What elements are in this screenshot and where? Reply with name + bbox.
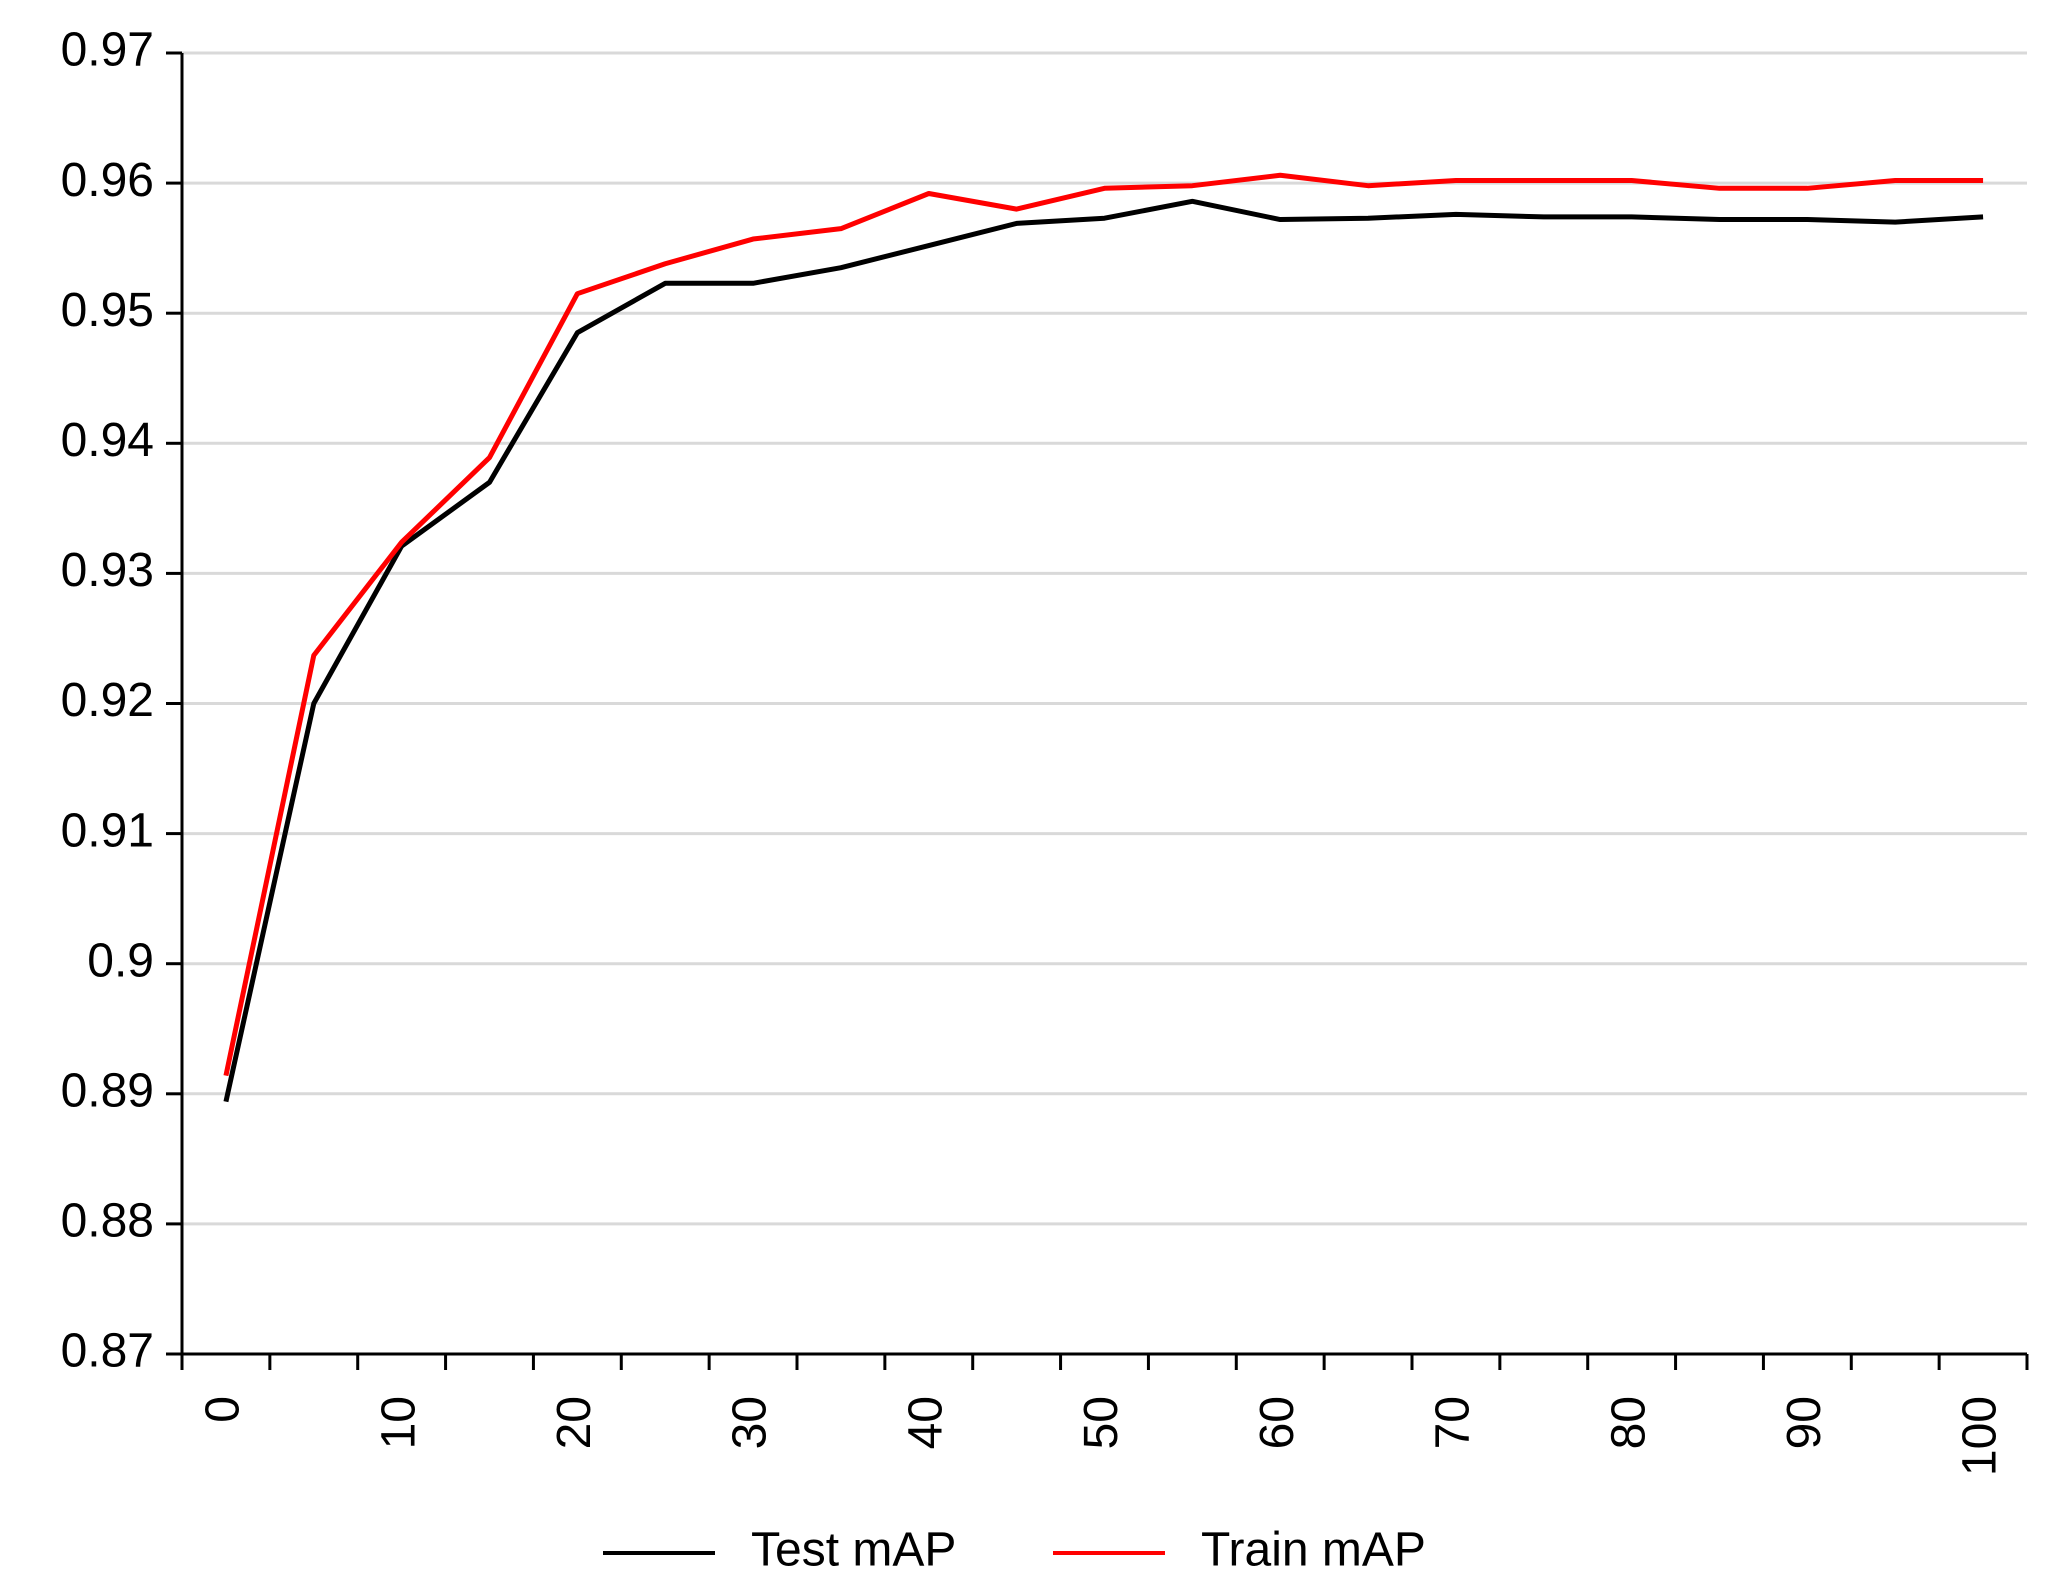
y-tick-label: 0.94: [61, 414, 154, 467]
y-tick-label: 0.96: [61, 154, 154, 207]
x-tick-label: 40: [899, 1396, 952, 1449]
legend-label: Test mAP: [751, 1524, 956, 1577]
line-series: [223, 172, 1984, 1077]
x-tick-label: 90: [1778, 1396, 1831, 1449]
x-tick-label: 0: [197, 1396, 250, 1423]
x-tick-label: 20: [548, 1396, 601, 1449]
y-tick-label: 0.91: [61, 804, 154, 857]
x-tick-label: 70: [1427, 1396, 1480, 1449]
y-tick-label: 0.97: [61, 24, 154, 77]
y-tick-label: 0.87: [61, 1325, 154, 1378]
y-tick-label: 0.93: [61, 544, 154, 597]
x-tick-label: 30: [724, 1396, 777, 1449]
y-tick-label: 0.92: [61, 674, 154, 727]
y-tick-label: 0.9: [87, 934, 154, 987]
y-tick-label: 0.95: [61, 284, 154, 337]
x-tick-label: 60: [1251, 1396, 1304, 1449]
y-tick-label: 0.88: [61, 1195, 154, 1248]
line-series: [223, 198, 1984, 1103]
legend-label: Train mAP: [1201, 1524, 1426, 1577]
x-tick-label: 10: [372, 1396, 425, 1449]
y-tick-label: 0.89: [61, 1064, 154, 1117]
x-tick-label: 100: [1954, 1396, 2007, 1476]
x-tick-label: 80: [1602, 1396, 1655, 1449]
x-tick-label: 50: [1075, 1396, 1128, 1449]
